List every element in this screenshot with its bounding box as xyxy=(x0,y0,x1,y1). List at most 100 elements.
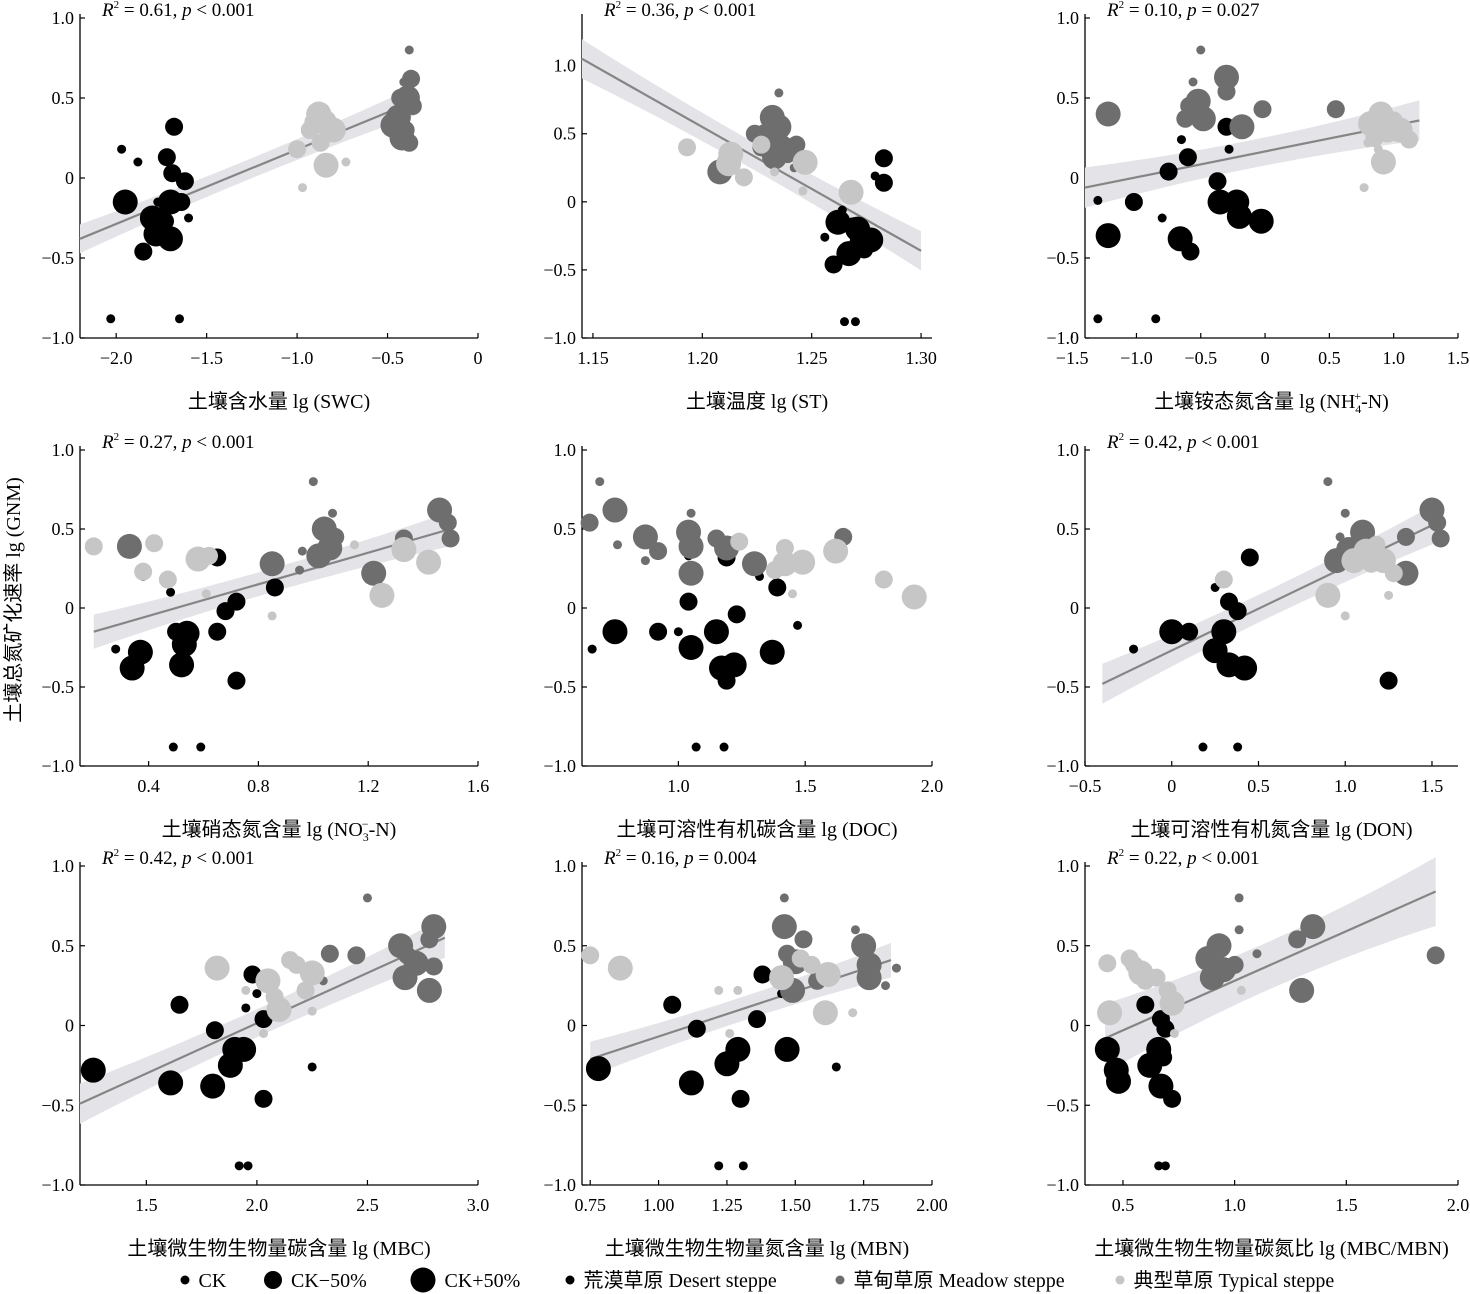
data-point xyxy=(678,635,704,660)
data-point xyxy=(774,88,784,98)
x-tick-label: 1.25 xyxy=(796,348,828,368)
x-tick-label: 0.4 xyxy=(137,776,160,796)
data-point xyxy=(420,930,439,949)
data-point xyxy=(794,930,813,949)
y-tick-label: −1.0 xyxy=(41,1175,74,1195)
data-point xyxy=(158,1070,184,1096)
y-tick-label: −0.5 xyxy=(543,260,576,280)
data-point xyxy=(1151,314,1161,324)
x-tick-label: −1.5 xyxy=(190,348,223,368)
x-tick-label: 0 xyxy=(1167,776,1176,796)
legend-item: CK+50% xyxy=(410,1267,520,1293)
data-point xyxy=(441,529,460,548)
data-point xyxy=(678,560,704,586)
data-point xyxy=(725,1028,735,1038)
data-point xyxy=(84,537,103,556)
y-tick-label: 0.5 xyxy=(52,936,75,956)
data-point xyxy=(320,121,339,139)
data-point xyxy=(687,1019,706,1038)
x-tick-label: 0.5 xyxy=(1318,348,1341,368)
data-point xyxy=(1154,1161,1164,1171)
data-point xyxy=(299,960,325,986)
data-point xyxy=(1335,532,1345,542)
data-point xyxy=(848,1008,858,1018)
data-point xyxy=(156,212,175,231)
data-point xyxy=(1208,172,1227,191)
x-tick-label: 0.5 xyxy=(1247,776,1270,796)
panel-1: −1.0 −0.5 0 0.5 1.0 −2.0 −1.5 −1.0 −0.5 0 R2 = 0.6… xyxy=(41,0,482,413)
y-tick-label: 0 xyxy=(65,598,74,618)
data-point xyxy=(1093,314,1103,324)
x-tick-label: 1.5 xyxy=(1421,776,1444,796)
data-point xyxy=(241,985,251,995)
data-point xyxy=(771,914,797,940)
data-point xyxy=(320,944,339,963)
data-point xyxy=(127,639,153,665)
legend: CK CK−50% CK+50% 荒漠草原 Desert steppe 草甸草原 Mea… xyxy=(180,1267,1335,1293)
y-tick-label: 0.5 xyxy=(1057,519,1080,539)
data-point xyxy=(328,508,338,518)
data-point xyxy=(298,183,308,193)
data-point xyxy=(1236,985,1246,995)
data-point xyxy=(768,578,787,597)
legend-item: 草甸草原 Meadow steppe xyxy=(835,1269,1065,1292)
data-point xyxy=(587,644,597,654)
data-point xyxy=(1252,949,1262,959)
x-axis-label: 土壤微生物生物量氮含量 lg (MBN) xyxy=(605,1237,909,1260)
data-point xyxy=(730,532,749,551)
legend-item: 荒漠草原 Desert steppe xyxy=(565,1269,777,1292)
data-point xyxy=(787,135,806,154)
y-tick-label: 1.0 xyxy=(554,56,577,76)
y-tick-label: −1.0 xyxy=(41,328,74,348)
data-point xyxy=(227,592,246,611)
x-tick-label: 1.25 xyxy=(711,1195,743,1215)
data-point xyxy=(184,213,194,223)
x-tick-label: 0 xyxy=(474,348,483,368)
data-point xyxy=(313,152,339,178)
data-point xyxy=(1176,109,1195,128)
data-point xyxy=(679,592,698,611)
y-tick-label: 0.5 xyxy=(52,519,75,539)
x-tick-label: −0.5 xyxy=(1069,776,1102,796)
data-point xyxy=(196,742,206,752)
data-point xyxy=(288,140,307,159)
y-tick-label: −0.5 xyxy=(1046,677,1079,697)
legend-label: 荒漠草原 Desert steppe xyxy=(584,1269,777,1292)
data-point xyxy=(874,149,893,168)
data-point xyxy=(748,1010,766,1029)
x-tick-label: 1.0 xyxy=(1223,1195,1246,1215)
legend-label: 典型草原 Typical steppe xyxy=(1134,1269,1335,1292)
y-tick-label: 0.5 xyxy=(554,124,577,144)
data-point xyxy=(252,989,262,999)
y-tick-label: 0 xyxy=(567,192,576,212)
stats-annotation: R2 = 0.61, p < 0.001 xyxy=(101,0,255,21)
x-tick-label: 0.8 xyxy=(247,776,270,796)
stats-annotation: R2 = 0.10, p = 0.027 xyxy=(1106,0,1260,21)
stats-annotation: R2 = 0.16, p = 0.004 xyxy=(603,847,757,869)
data-point xyxy=(1288,930,1307,949)
data-point xyxy=(595,477,605,487)
x-tick-label: 0.75 xyxy=(574,1195,606,1215)
data-point xyxy=(227,671,246,690)
data-point xyxy=(295,565,305,575)
x-tick-label: 1.2 xyxy=(357,776,380,796)
data-point xyxy=(678,138,696,157)
data-point xyxy=(200,1073,226,1099)
data-point xyxy=(1217,82,1236,101)
panel-7: −1.0 −0.5 0 0.5 1.0 1.5 2.0 2.5 3.0 R2 = 0.42, p … xyxy=(41,847,489,1260)
data-point xyxy=(1289,977,1315,1003)
y-tick-label: −1.0 xyxy=(543,1175,576,1195)
data-point xyxy=(172,193,191,211)
data-point xyxy=(1315,582,1341,608)
legend-item: 典型草原 Typical steppe xyxy=(1115,1269,1335,1292)
data-point xyxy=(311,133,330,152)
data-point xyxy=(1234,893,1244,903)
data-point xyxy=(402,69,421,88)
y-tick-label: 0 xyxy=(65,168,74,188)
data-point xyxy=(716,151,742,177)
data-point xyxy=(874,173,893,192)
x-tick-label: 1.50 xyxy=(780,1195,812,1215)
data-point xyxy=(837,205,847,215)
data-point xyxy=(820,232,830,242)
